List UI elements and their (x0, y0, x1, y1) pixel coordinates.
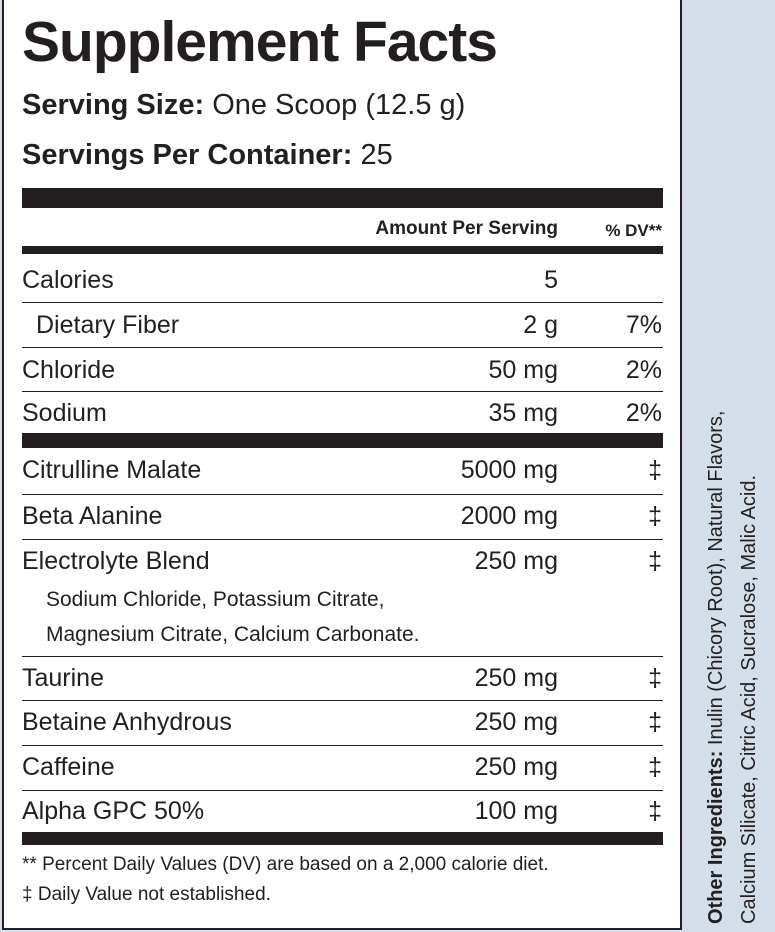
amount: 250 mg (474, 753, 558, 781)
amount: 5000 mg (460, 456, 558, 484)
column-header: Amount Per Serving (375, 218, 558, 239)
serving-size-label: Serving Size: (22, 89, 205, 121)
amount: 100 mg (474, 797, 558, 825)
daily-value: ‡ (648, 708, 662, 736)
daily-value: 2% (625, 356, 662, 384)
amount: 2000 mg (460, 502, 558, 530)
other-ingredients: Other Ingredients: Inulin (Chicory Root)… (700, 0, 775, 932)
ingredients-line: Other Ingredients: Inulin (Chicory Root)… (700, 0, 733, 924)
rule (22, 539, 663, 540)
rule (22, 656, 663, 657)
amount: 250 mg (474, 547, 558, 575)
daily-value: ‡ (648, 502, 662, 530)
daily-value: ‡ (648, 753, 662, 781)
bar (22, 246, 663, 254)
nutrient-name: Caffeine (22, 753, 115, 781)
rule (22, 700, 663, 701)
ingredients-label: Other Ingredients: (705, 750, 727, 924)
nutrient-name: Alpha GPC 50% (22, 797, 205, 825)
nutrient-name: Chloride (22, 356, 116, 384)
nutrient-name: Electrolyte Blend (22, 547, 210, 575)
thick-bar (22, 832, 663, 845)
nutrient-name: Sodium (22, 399, 107, 427)
nutrient-name: Taurine (22, 664, 104, 692)
ingredients-line: Calcium Silicate, Citric Acid, Sucralose… (738, 474, 760, 924)
amount: 50 mg (488, 356, 558, 384)
serving-size: Serving Size: One Scoop (12.5 g) (22, 87, 465, 123)
amount: 5 (544, 266, 558, 294)
daily-value: ‡ (648, 797, 662, 825)
rule (22, 391, 663, 392)
facts-panel: Supplement Facts Serving Size: One Scoop… (2, 0, 682, 930)
rule (22, 302, 663, 303)
thick-bar (22, 188, 663, 208)
servings: Servings Per Container: 25 (22, 137, 393, 173)
rule (22, 745, 663, 746)
serving-size-value: One Scoop (12.5 g) (212, 89, 466, 121)
nutrient-name: Citrulline Malate (22, 456, 202, 484)
servings-value: 25 (360, 139, 393, 171)
daily-value: 7% (625, 311, 662, 339)
amount: 35 mg (488, 399, 558, 427)
blend-ingredients: Sodium Chloride, Potassium Citrate, (46, 588, 385, 611)
title: Supplement Facts (22, 10, 498, 74)
footnote: ‡ Daily Value not established. (22, 884, 271, 905)
rule (22, 790, 663, 791)
rule (22, 494, 663, 495)
nutrient-name: Betaine Anhydrous (22, 708, 232, 736)
daily-value: 2% (625, 399, 662, 427)
rule (22, 347, 663, 348)
ingredients-text: Inulin (Chicory Root), Natural Flavors, (705, 410, 727, 746)
amount: 250 mg (474, 708, 558, 736)
amount: 2 g (523, 311, 558, 339)
daily-value: ‡ (648, 456, 662, 484)
column-header: % DV** (605, 221, 662, 240)
footnote: ** Percent Daily Values (DV) are based o… (22, 854, 549, 875)
daily-value: ‡ (648, 547, 662, 575)
nutrient-name: Dietary Fiber (36, 311, 180, 339)
nutrient-name: Beta Alanine (22, 502, 163, 530)
blend-ingredients: Magnesium Citrate, Calcium Carbonate. (46, 623, 420, 646)
thick-bar (22, 433, 663, 448)
daily-value: ‡ (648, 664, 662, 692)
amount: 250 mg (474, 664, 558, 692)
nutrient-name: Calories (22, 266, 114, 294)
servings-label: Servings Per Container: (22, 139, 353, 171)
